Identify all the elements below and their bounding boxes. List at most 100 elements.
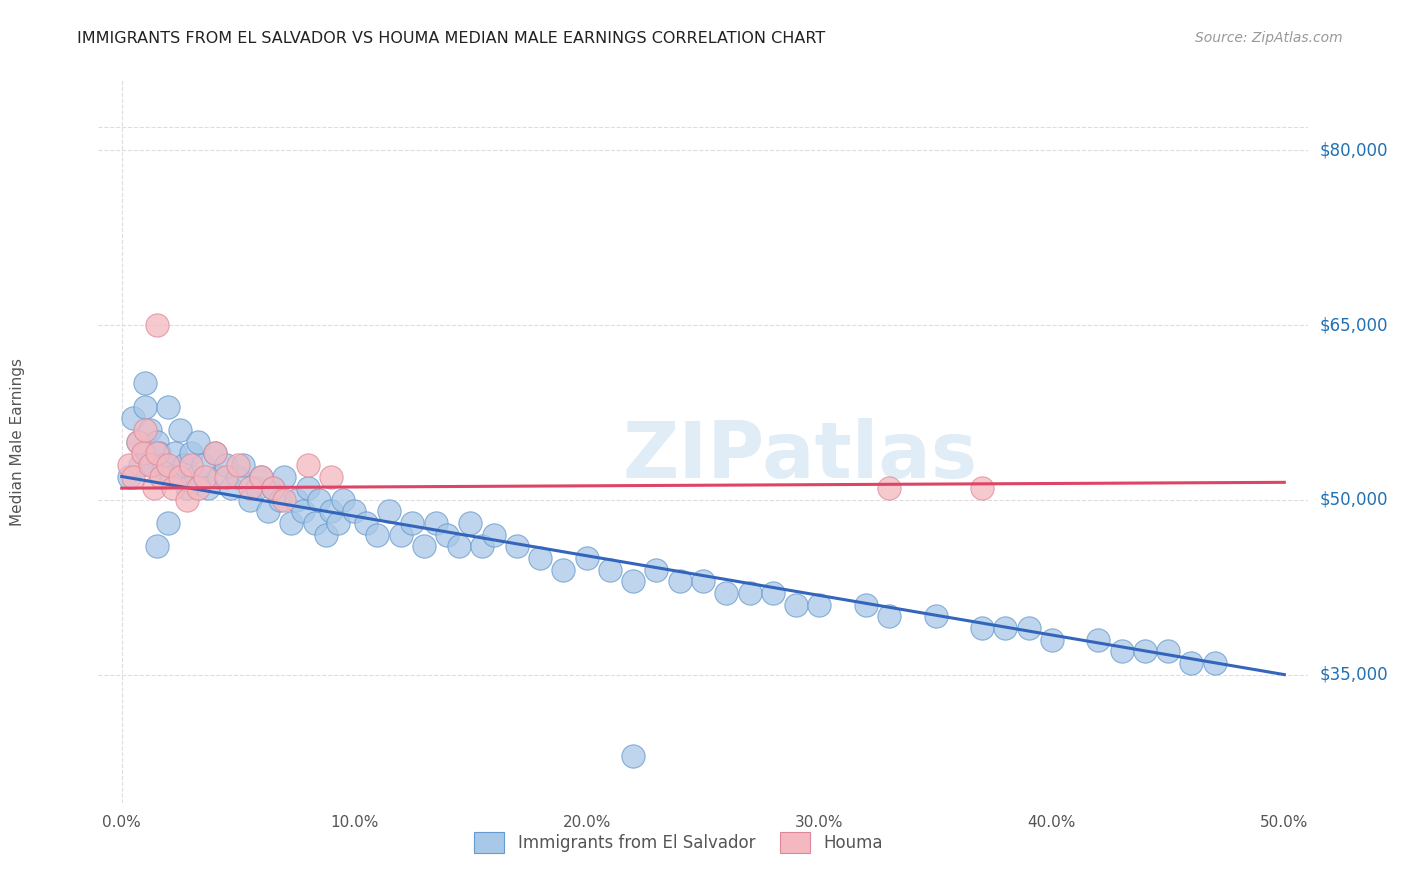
- Point: [169, 423, 191, 437]
- Point: [187, 481, 209, 495]
- Point: [413, 540, 436, 554]
- Point: [326, 516, 349, 530]
- Point: [273, 492, 295, 507]
- Point: [319, 469, 342, 483]
- Point: [1180, 656, 1202, 670]
- Point: [1204, 656, 1226, 670]
- Text: $50,000: $50,000: [1319, 491, 1388, 508]
- Text: $35,000: $35,000: [1319, 665, 1388, 683]
- Point: [157, 516, 180, 530]
- Point: [129, 458, 152, 472]
- Point: [138, 458, 160, 472]
- Point: [366, 528, 388, 542]
- Point: [808, 598, 831, 612]
- Point: [645, 563, 668, 577]
- Point: [460, 516, 482, 530]
- Text: IMMIGRANTS FROM EL SALVADOR VS HOUMA MEDIAN MALE EARNINGS CORRELATION CHART: IMMIGRANTS FROM EL SALVADOR VS HOUMA MED…: [77, 31, 825, 46]
- Point: [136, 446, 159, 460]
- Point: [1018, 621, 1040, 635]
- Point: [354, 516, 377, 530]
- Point: [245, 481, 267, 495]
- Point: [1133, 644, 1156, 658]
- Point: [273, 469, 295, 483]
- Point: [204, 446, 226, 460]
- Point: [447, 540, 470, 554]
- Point: [145, 318, 167, 332]
- Point: [180, 458, 202, 472]
- Point: [250, 469, 273, 483]
- Point: [621, 749, 644, 764]
- Point: [924, 609, 946, 624]
- Point: [148, 446, 170, 460]
- Point: [197, 481, 219, 495]
- Point: [180, 446, 202, 460]
- Point: [994, 621, 1017, 635]
- Point: [215, 458, 238, 472]
- Point: [378, 504, 401, 518]
- Point: [436, 528, 458, 542]
- Point: [308, 492, 330, 507]
- Point: [668, 574, 690, 589]
- Point: [738, 586, 761, 600]
- Point: [292, 504, 315, 518]
- Point: [208, 469, 231, 483]
- Point: [262, 481, 284, 495]
- Point: [506, 540, 529, 554]
- Point: [184, 469, 207, 483]
- Point: [122, 469, 145, 483]
- Point: [219, 481, 242, 495]
- Point: [118, 458, 141, 472]
- Point: [389, 528, 412, 542]
- Point: [315, 528, 337, 542]
- Point: [785, 598, 807, 612]
- Point: [262, 481, 284, 495]
- Point: [285, 492, 308, 507]
- Point: [250, 469, 273, 483]
- Point: [215, 469, 238, 483]
- Point: [1157, 644, 1180, 658]
- Point: [332, 492, 354, 507]
- Point: [1087, 632, 1109, 647]
- Point: [157, 400, 180, 414]
- Point: [257, 504, 280, 518]
- Point: [162, 481, 184, 495]
- Point: [169, 469, 191, 483]
- Point: [226, 458, 249, 472]
- Point: [165, 446, 187, 460]
- Point: [280, 516, 302, 530]
- Point: [401, 516, 423, 530]
- Point: [716, 586, 738, 600]
- Point: [143, 481, 166, 495]
- Point: [762, 586, 785, 600]
- Point: [239, 481, 262, 495]
- Point: [127, 434, 149, 449]
- Point: [239, 492, 262, 507]
- Point: [134, 376, 156, 391]
- Point: [1111, 644, 1133, 658]
- Point: [226, 469, 249, 483]
- Legend: Immigrants from El Salvador, Houma: Immigrants from El Salvador, Houma: [468, 826, 890, 860]
- Point: [855, 598, 877, 612]
- Point: [122, 411, 145, 425]
- Point: [157, 458, 180, 472]
- Point: [621, 574, 644, 589]
- Point: [141, 458, 163, 472]
- Text: $80,000: $80,000: [1319, 141, 1388, 159]
- Point: [877, 609, 900, 624]
- Point: [176, 481, 198, 495]
- Point: [269, 492, 291, 507]
- Point: [131, 446, 153, 460]
- Point: [529, 551, 551, 566]
- Point: [194, 469, 217, 483]
- Point: [159, 469, 181, 483]
- Point: [471, 540, 494, 554]
- Point: [134, 423, 156, 437]
- Point: [150, 469, 173, 483]
- Point: [482, 528, 505, 542]
- Point: [152, 458, 174, 472]
- Point: [297, 458, 319, 472]
- Point: [138, 423, 160, 437]
- Point: [304, 516, 326, 530]
- Point: [343, 504, 366, 518]
- Text: Source: ZipAtlas.com: Source: ZipAtlas.com: [1195, 31, 1343, 45]
